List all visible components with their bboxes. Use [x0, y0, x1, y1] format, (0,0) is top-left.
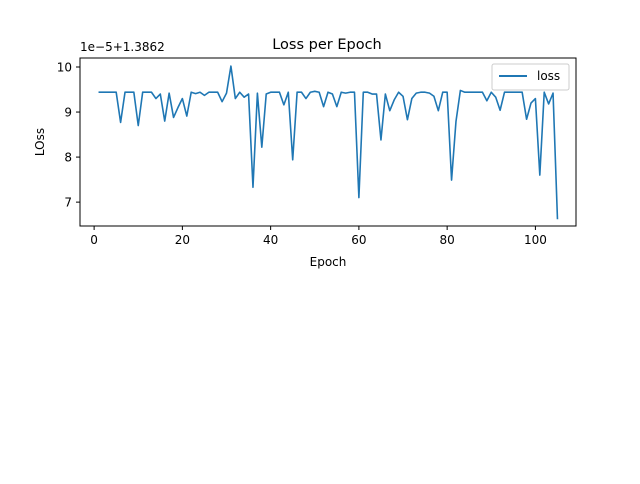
x-axis-ticks: 0 20 40 60 80 100	[90, 226, 547, 247]
x-tick-label: 40	[263, 233, 278, 247]
x-axis-label: Epoch	[310, 255, 347, 269]
legend-label-loss: loss	[537, 69, 560, 83]
y-tick-label: 9	[64, 106, 72, 120]
legend: loss	[491, 63, 570, 91]
x-tick-label: 80	[440, 233, 455, 247]
chart-title: Loss per Epoch	[272, 37, 382, 53]
series-layer	[98, 65, 559, 220]
y-tick-label: 7	[64, 196, 72, 210]
x-tick-label: 100	[524, 233, 547, 247]
x-tick-label: 60	[351, 233, 366, 247]
y-tick-label: 8	[64, 151, 72, 165]
legend-box	[491, 63, 570, 91]
y-axis-label: LOss	[33, 128, 47, 156]
plot-frame	[79, 57, 577, 227]
y-axis-ticks: 7 8 9 10	[57, 61, 80, 210]
x-tick-label: 20	[175, 233, 190, 247]
y-axis-offset-label: 1e−5+1.3862	[80, 40, 165, 54]
series-line-loss	[98, 65, 559, 220]
y-tick-label: 10	[57, 61, 72, 75]
x-tick-label: 0	[90, 233, 98, 247]
